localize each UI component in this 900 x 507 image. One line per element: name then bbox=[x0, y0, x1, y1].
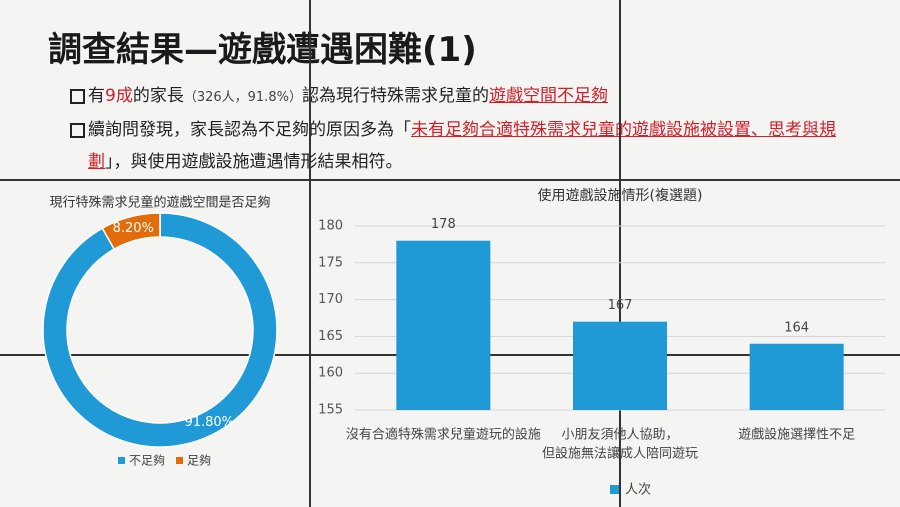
data-label: 167 bbox=[608, 298, 633, 313]
bullet-text: （326人，91.8%） bbox=[183, 90, 302, 105]
bullet-text: 遊戲空間不足夠 bbox=[488, 86, 608, 106]
bullet-text: 未有足夠合適特殊需求兒童的遊戲設施被設置、思考與規劃 bbox=[88, 120, 836, 172]
legend-label: 足夠 bbox=[187, 454, 211, 468]
data-label: 178 bbox=[431, 217, 456, 232]
bar bbox=[749, 343, 844, 410]
donut-slice bbox=[42, 212, 278, 448]
legend-swatch bbox=[176, 457, 183, 464]
y-tick-label: 165 bbox=[318, 329, 343, 344]
data-label: 91.80% bbox=[184, 415, 234, 430]
legend-label: 不足夠 bbox=[129, 454, 165, 468]
bullet-text: 續詢問發現，家長認為不足夠的原因多為「 bbox=[88, 120, 411, 140]
bullet-text: 認為現行特殊需求兒童的 bbox=[301, 86, 489, 106]
y-tick-label: 160 bbox=[318, 366, 343, 381]
bullet: 續詢問發現，家長認為不足夠的原因多為「未有足夠合適特殊需求兒童的遊戲設施被設置、… bbox=[70, 114, 870, 178]
bar bbox=[573, 321, 667, 410]
bullet: 有9成的家長（326人，91.8%）認為現行特殊需求兒童的遊戲空間不足夠 bbox=[70, 80, 870, 114]
data-label: 8.20% bbox=[113, 221, 154, 236]
bullet-text: 的家長 bbox=[132, 86, 184, 106]
x-tick-label: 小朋友須他人協助， bbox=[561, 427, 678, 443]
x-tick-label: 沒有合適特殊需求兒童遊玩的設施 bbox=[346, 427, 541, 443]
donut-slice bbox=[101, 212, 161, 251]
bar bbox=[396, 240, 491, 410]
y-tick-label: 180 bbox=[318, 219, 343, 234]
legend-swatch bbox=[610, 485, 619, 494]
y-tick-label: 170 bbox=[318, 292, 343, 307]
legend-label: 人次 bbox=[625, 482, 651, 498]
chart-title: 現行特殊需求兒童的遊戲空間是否足夠 bbox=[49, 195, 270, 211]
legend-swatch bbox=[118, 457, 125, 464]
chart-title: 使用遊戲設施情形(複選題) bbox=[538, 187, 703, 204]
bullet-text: 」，與使用遊戲設施遭遇情形結果相符。 bbox=[105, 152, 403, 172]
slide-title: 調查結果—遊戲遭遇困難(1) bbox=[48, 30, 477, 70]
bullet-list: 有9成的家長（326人，91.8%）認為現行特殊需求兒童的遊戲空間不足夠 續詢問發… bbox=[70, 80, 870, 178]
x-tick-label: 遊戲設施選擇性不足 bbox=[738, 427, 855, 443]
y-tick-label: 155 bbox=[318, 403, 343, 418]
data-label: 164 bbox=[784, 320, 809, 335]
y-tick-label: 175 bbox=[318, 255, 343, 270]
x-tick-label: 但設施無法讓成人陪同遊玩 bbox=[542, 446, 698, 462]
bullet-text: 9成 bbox=[105, 86, 133, 106]
bullet-text: 有 bbox=[88, 86, 105, 106]
